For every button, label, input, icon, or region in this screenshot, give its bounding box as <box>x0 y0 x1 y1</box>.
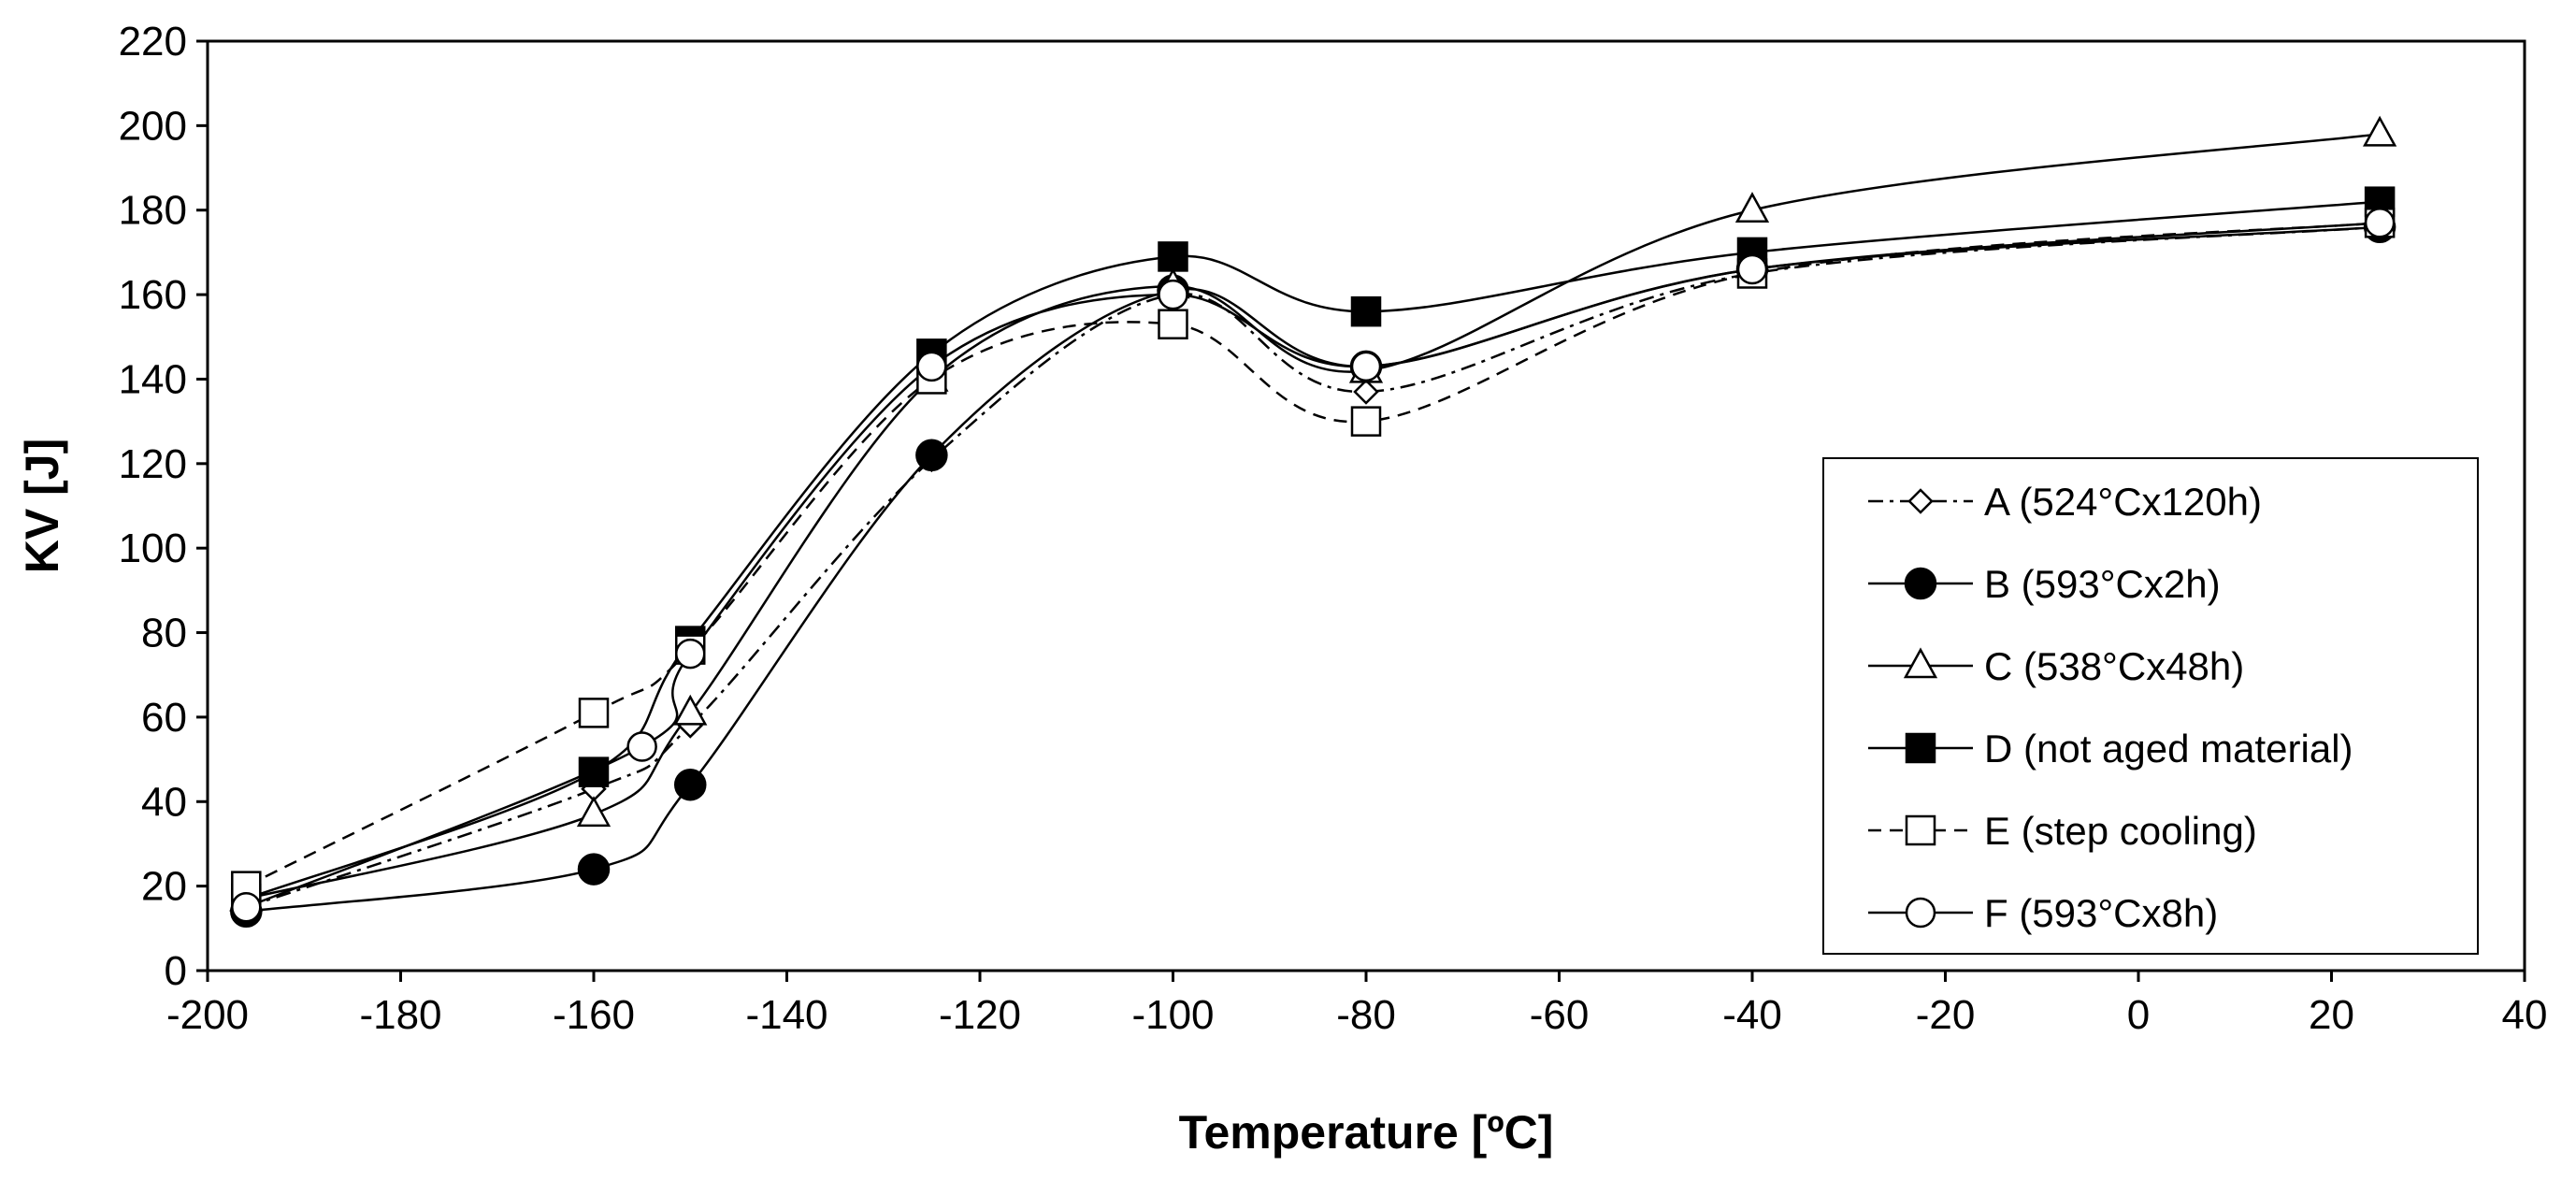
y-tick-label: 0 <box>165 948 187 994</box>
data-point <box>1158 279 1188 310</box>
x-tick-label: -40 <box>1722 992 1782 1038</box>
x-tick-label: -180 <box>359 992 441 1038</box>
y-tick-label: 80 <box>141 611 187 656</box>
legend: A (524°Cx120h) B (593°Cx2h) C (538°Cx48h) D… <box>1822 457 2479 955</box>
series-markers-f <box>231 208 2396 923</box>
y-tick-label: 120 <box>119 441 187 487</box>
series-line-e <box>245 222 2381 887</box>
legend-item: A (524°Cx120h) <box>1868 480 2262 524</box>
data-point <box>915 439 948 472</box>
series-markers <box>229 115 2397 928</box>
y-tick-label: 200 <box>119 103 187 149</box>
y-tick-label: 60 <box>141 695 187 741</box>
x-axis-title: Temperature [ºC] <box>1179 1106 1554 1159</box>
y-tick-label: 180 <box>119 188 187 234</box>
data-point <box>576 796 612 828</box>
legend-label: F (593°Cx8h) <box>1984 891 2218 935</box>
legend-marker <box>1905 732 1936 764</box>
series-lines <box>245 133 2381 913</box>
series-line-d <box>245 200 2381 900</box>
data-point <box>1350 351 1382 382</box>
legend-marker <box>1907 488 1934 514</box>
data-point <box>675 638 706 670</box>
legend-label: E (step cooling) <box>1984 809 2257 853</box>
x-tick-label: -160 <box>553 992 635 1038</box>
y-tick-label: 220 <box>119 19 187 65</box>
y-tick-label: 20 <box>141 864 187 910</box>
x-tick-label: -200 <box>166 992 249 1038</box>
data-point <box>2363 115 2397 147</box>
data-point <box>1350 406 1382 437</box>
legend-label: A (524°Cx120h) <box>1984 480 2262 524</box>
data-point <box>1353 379 1379 405</box>
x-tick-label: 20 <box>2309 992 2354 1038</box>
x-tick-label: -100 <box>1131 992 1214 1038</box>
y-tick-label: 160 <box>119 272 187 318</box>
x-tick-label: -120 <box>939 992 1021 1038</box>
y-tick-label: 140 <box>119 356 187 402</box>
x-axis-ticks: -200 -180 -160 -140 -120 -100 -80 -60 -40 -20 0 20 4… <box>166 971 2548 1038</box>
data-point <box>1736 253 1768 285</box>
data-point <box>1158 241 1188 272</box>
legend-marker <box>1904 567 1937 600</box>
y-axis-title: KV [J] <box>16 439 68 573</box>
series-line-a <box>245 225 2381 909</box>
x-tick-label: -60 <box>1530 992 1590 1038</box>
legend-box <box>1822 457 2479 955</box>
legend-item: F (593°Cx8h) <box>1868 891 2218 935</box>
data-point <box>916 351 947 382</box>
legend-marker <box>1905 897 1936 929</box>
x-tick-label: -140 <box>745 992 827 1038</box>
legend-items: A (524°Cx120h) B (593°Cx2h) C (538°Cx48h) D… <box>1868 480 2353 935</box>
data-point <box>1734 192 1770 223</box>
legend-item: B (593°Cx2h) <box>1868 562 2221 606</box>
series-line-c <box>246 133 2381 900</box>
x-tick-label: 40 <box>2502 992 2548 1038</box>
data-point <box>673 694 708 726</box>
legend-label: D (not aged material) <box>1984 727 2353 771</box>
data-point <box>674 768 707 801</box>
legend-item: D (not aged material) <box>1868 727 2353 771</box>
legend-item: C (538°Cx48h) <box>1868 644 2244 688</box>
legend-marker <box>1905 814 1936 846</box>
legend-label: C (538°Cx48h) <box>1984 644 2244 688</box>
legend-item: E (step cooling) <box>1868 809 2257 853</box>
x-tick-label: -80 <box>1336 992 1396 1038</box>
y-tick-label: 100 <box>119 526 187 571</box>
y-tick-label: 40 <box>141 779 187 825</box>
data-point <box>2364 208 2396 238</box>
data-point <box>1350 295 1382 327</box>
data-point <box>578 756 610 787</box>
legend-label: B (593°Cx2h) <box>1984 562 2221 606</box>
data-point <box>577 853 611 886</box>
data-point <box>231 891 262 923</box>
legend-marker <box>1903 647 1938 679</box>
data-point <box>578 698 610 728</box>
y-axis-ticks: 0 20 40 60 80 100 120 140 160 180 200 220 <box>119 19 208 994</box>
plot-area-frame <box>206 39 2526 972</box>
data-point <box>1158 309 1188 339</box>
x-tick-label: 0 <box>2127 992 2150 1038</box>
x-tick-label: -20 <box>1916 992 1976 1038</box>
data-point <box>626 731 657 762</box>
